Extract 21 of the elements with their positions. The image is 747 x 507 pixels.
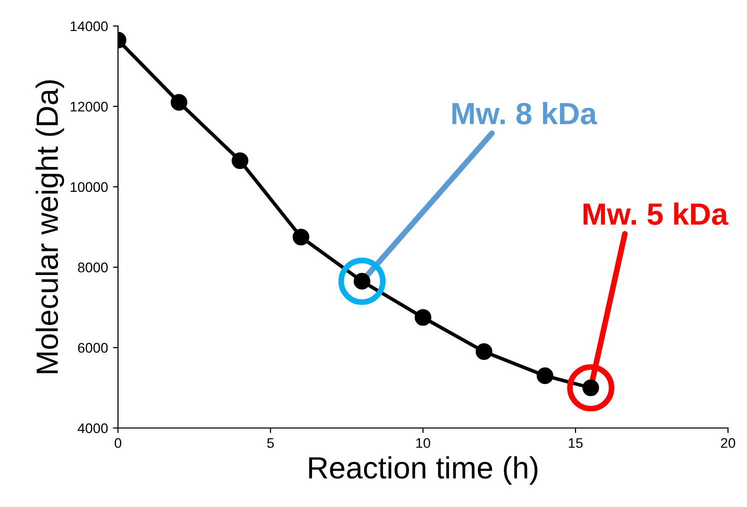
x-axis-title: Reaction time (h) [309, 456, 538, 485]
y-tick-label: 6000 [78, 342, 108, 353]
point [536, 367, 554, 384]
x-tick-label: 10 [416, 438, 430, 448]
x-tick-label: 20 [720, 438, 736, 448]
point [170, 94, 188, 111]
point [232, 152, 248, 170]
annotation: Mw. 8 kDa [452, 102, 598, 124]
x-tick-label: 15 [568, 438, 583, 448]
y-axis-title: Molecular weight (Da) [36, 80, 64, 374]
x-tick-label: 0 [114, 438, 122, 448]
y-tick-label: 12000 [70, 102, 108, 112]
y-tick-label: 4000 [78, 423, 108, 434]
point [292, 228, 310, 246]
point [414, 309, 432, 326]
x-tick-label: 5 [267, 438, 274, 448]
y-tick-label: 14000 [70, 21, 108, 32]
y-tick-label: 8000 [78, 262, 108, 272]
y-tick-label: 10000 [70, 182, 108, 192]
annotation: Mw. 5 kDa [584, 202, 728, 225]
point [476, 343, 492, 360]
